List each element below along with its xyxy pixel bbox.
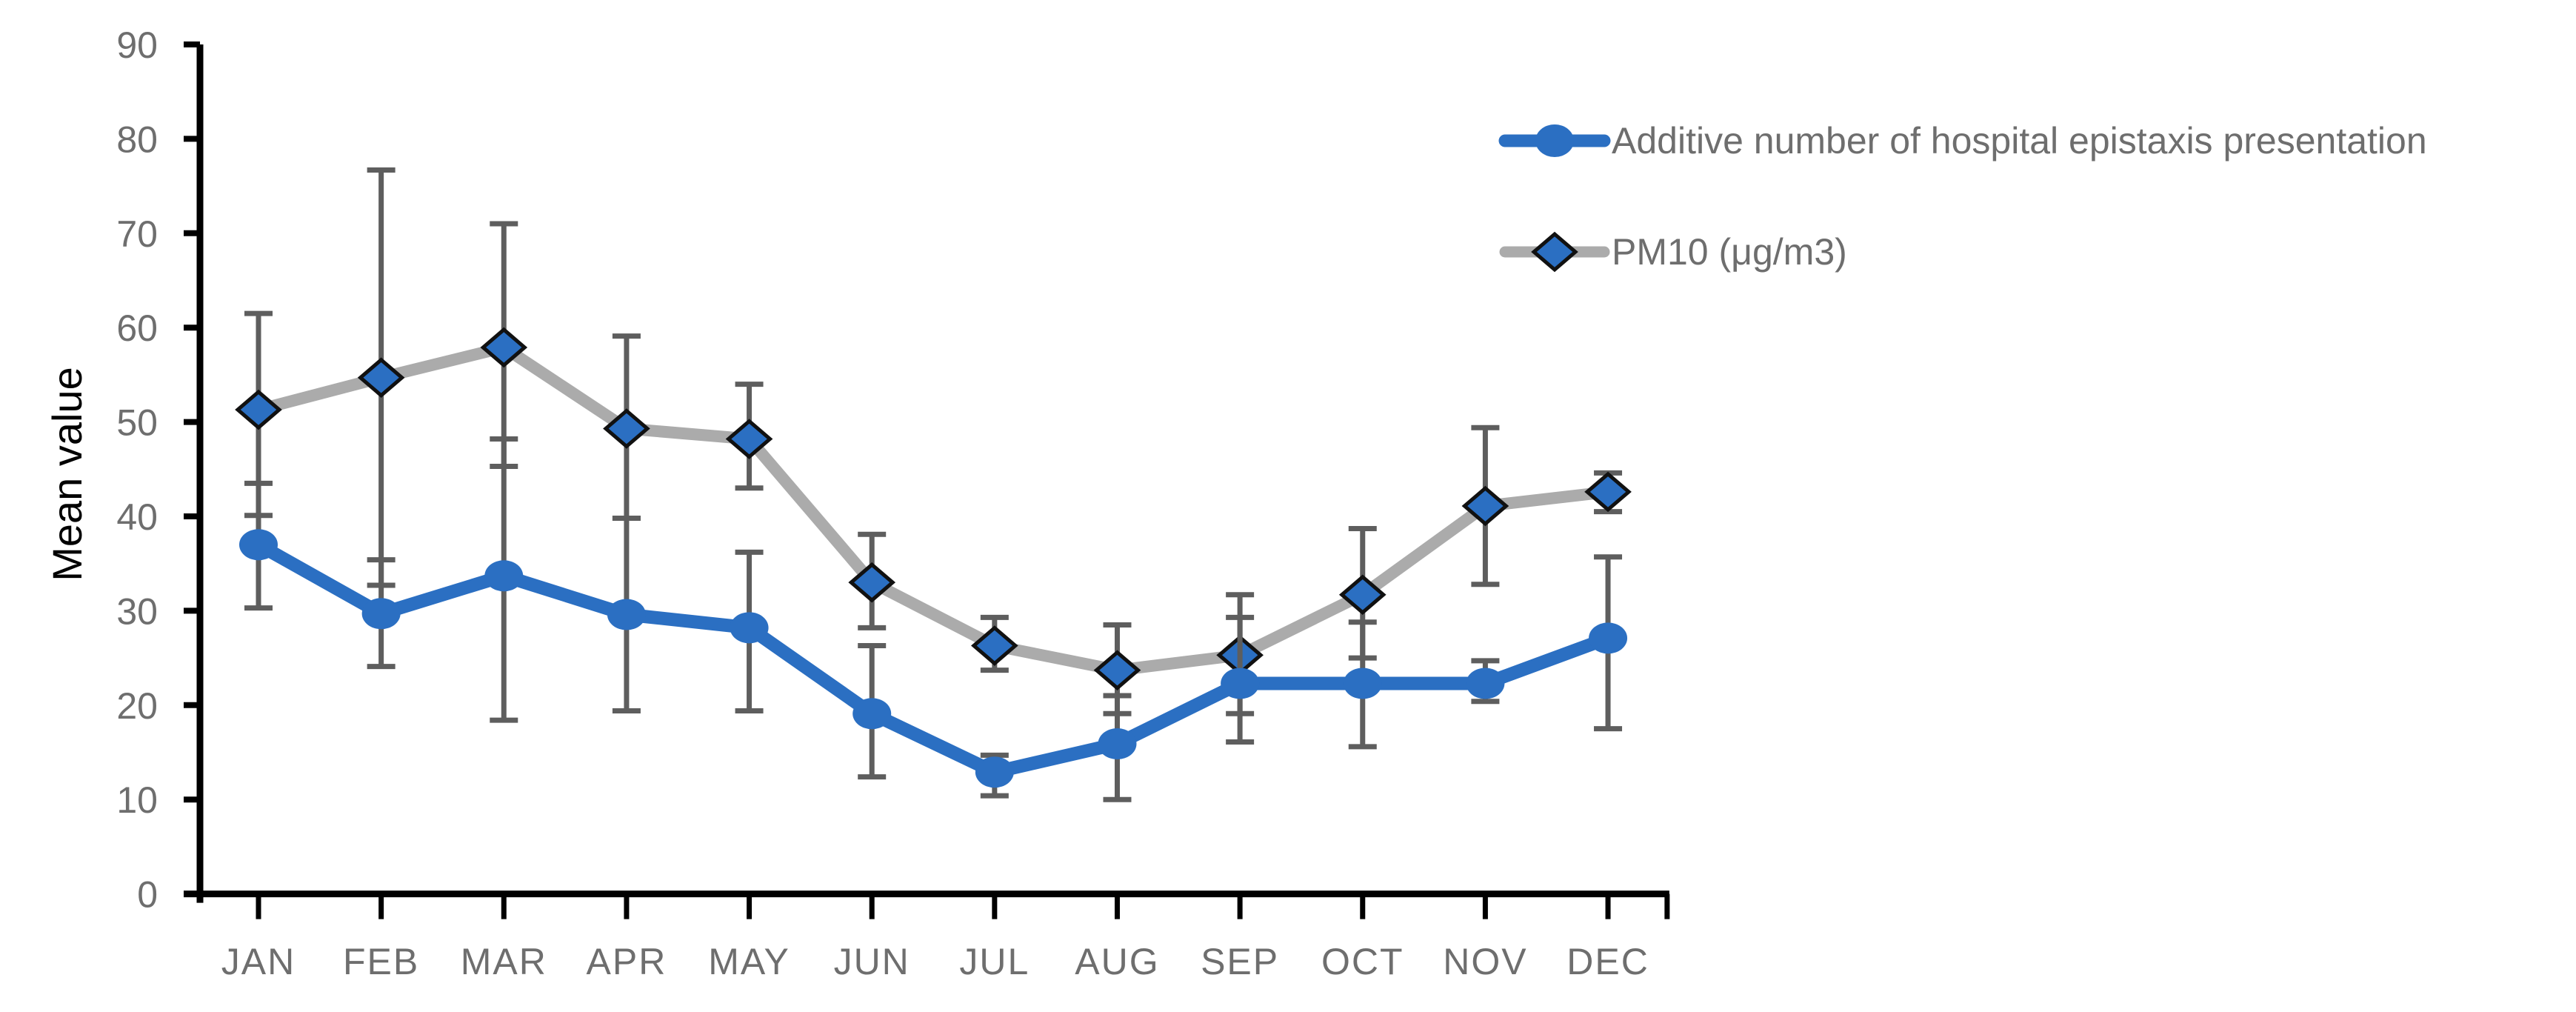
diamond-marker <box>970 625 1018 666</box>
x-tick-label-JUN: JUN <box>834 941 910 982</box>
pm10-line <box>253 341 1615 676</box>
x-tick-label-JUL: JUL <box>959 941 1030 982</box>
y-tick-label-40: 40 <box>116 496 158 538</box>
circle-marker <box>1589 622 1628 654</box>
x-tick-label-MAR: MAR <box>461 941 547 982</box>
legend-label-pm10: PM10 (μg/m3) <box>1612 231 1847 273</box>
y-tick-label-80: 80 <box>116 119 158 160</box>
x-tick-label-MAY: MAY <box>708 941 790 982</box>
x-tick-label-AUG: AUG <box>1075 941 1159 982</box>
epistaxis-markers <box>239 529 1628 788</box>
diamond-marker <box>1093 650 1141 690</box>
legend-circle-marker <box>1535 124 1574 157</box>
circle-marker <box>1343 668 1382 699</box>
series-layer <box>235 167 1632 802</box>
legend: Additive number of hospital epistaxis pr… <box>1498 120 2427 273</box>
x-tick-label-JAN: JAN <box>221 941 296 982</box>
circle-marker <box>361 598 401 630</box>
circle-marker <box>852 698 892 730</box>
circle-marker <box>1221 668 1260 699</box>
pm10-markers <box>235 327 1632 690</box>
diamond-marker <box>603 408 650 449</box>
y-tick-label-30: 30 <box>116 590 158 632</box>
y-tick-label-90: 90 <box>116 24 158 66</box>
circle-marker <box>607 599 646 630</box>
x-tick-label-OCT: OCT <box>1321 941 1404 982</box>
x-tick-label-SEP: SEP <box>1201 941 1279 982</box>
x-tick-label-DEC: DEC <box>1566 941 1649 982</box>
y-tick-label-50: 50 <box>116 402 158 444</box>
diamond-marker <box>1584 471 1632 513</box>
epistaxis-line <box>252 538 1615 779</box>
circle-marker <box>730 612 769 644</box>
diamond-marker <box>1338 574 1387 616</box>
circle-marker <box>1466 668 1505 699</box>
x-tick-label-NOV: NOV <box>1443 941 1527 982</box>
circle-marker <box>1098 728 1137 760</box>
y-axis-title: Mean value <box>44 367 90 582</box>
diamond-marker <box>1461 485 1509 527</box>
circle-marker <box>975 756 1014 788</box>
circle-marker <box>239 529 278 561</box>
diamond-marker <box>480 327 528 368</box>
legend-diamond-marker <box>1531 231 1578 273</box>
y-tick-label-20: 20 <box>116 685 158 727</box>
diamond-marker <box>235 389 282 430</box>
pm10-error-bars <box>244 167 1623 716</box>
y-tick-label-70: 70 <box>116 213 158 255</box>
diamond-marker <box>848 562 896 603</box>
circle-marker <box>484 560 524 592</box>
x-tick-label-FEB: FEB <box>343 941 419 982</box>
y-tick-label-0: 0 <box>137 874 158 916</box>
legend-label-epistaxis: Additive number of hospital epistaxis pr… <box>1612 120 2427 162</box>
diamond-marker <box>725 419 773 459</box>
y-tick-label-60: 60 <box>116 307 158 349</box>
axes-layer: 0 10 20 30 40 50 60 70 80 90 JAN FEB MAR APR MAY JUN JUL… <box>116 24 1670 982</box>
y-tick-label-10: 10 <box>116 779 158 821</box>
diamond-marker <box>357 357 405 399</box>
x-tick-label-APR: APR <box>587 941 667 982</box>
